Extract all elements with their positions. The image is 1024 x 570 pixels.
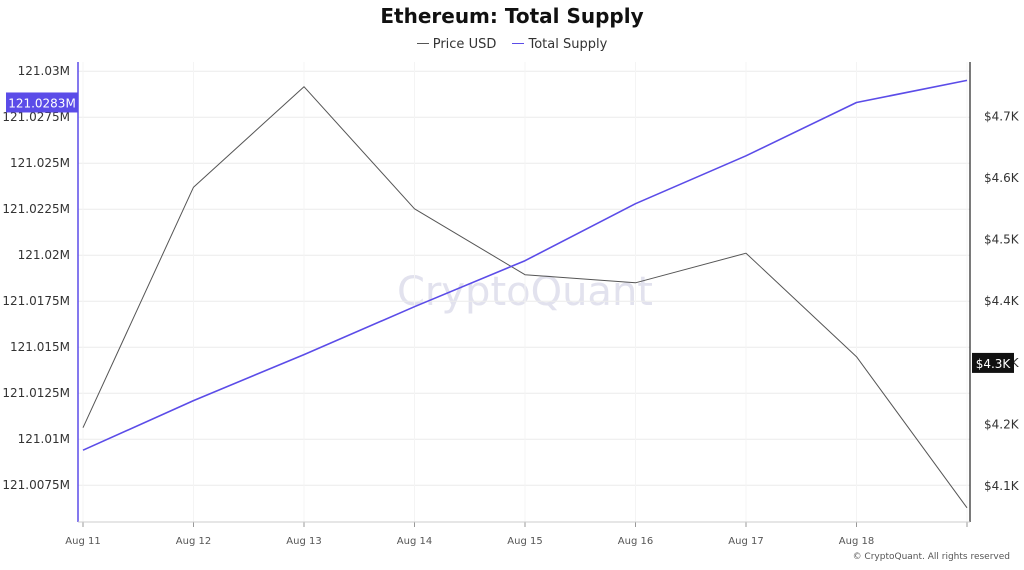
series-line-price	[82, 86, 968, 509]
y-left-tick-label: 121.0275M	[2, 110, 70, 124]
y-left-tick-label: 121.0125M	[2, 386, 70, 400]
y-right-tick-label: $4.6K	[984, 171, 1020, 185]
y-left-tick-label: 121.015M	[10, 340, 70, 354]
footer-credit: © CryptoQuant. All rights reserved	[852, 552, 1010, 562]
x-tick-label: Aug 14	[397, 536, 432, 547]
y-right-tick-label: $4.2K	[984, 418, 1020, 432]
x-tick-label: Aug 13	[286, 536, 321, 547]
series-layer	[82, 79, 968, 509]
chart-title: Ethereum: Total Supply	[380, 4, 644, 28]
current-price-label: $4.3K	[976, 357, 1012, 371]
x-tick-label: Aug 17	[728, 536, 763, 547]
y-left-tick-label: 121.0175M	[2, 294, 70, 308]
current-supply-badge	[6, 92, 78, 113]
y-left-tick-label: 121.025M	[10, 156, 70, 170]
grid-layer	[78, 62, 970, 522]
x-tick-label: Aug 16	[618, 536, 653, 547]
current-price-badge	[972, 352, 1014, 373]
legend-item-supply[interactable]: Total Supply	[512, 37, 607, 52]
x-tick-label: Aug 12	[176, 536, 211, 547]
legend-label-price: Price USD	[432, 37, 497, 52]
legend-swatch-supply	[512, 43, 525, 44]
y-left-tick-label: 121.01M	[18, 432, 70, 446]
x-tick-label: Aug 15	[507, 536, 542, 547]
y-left-tick-label: 121.03M	[18, 64, 70, 78]
y-right-tick-label: $4.5K	[984, 233, 1020, 247]
legend-label-supply: Total Supply	[528, 37, 608, 52]
x-tick-label: Aug 18	[839, 536, 874, 547]
label-layer: 121.0283M $4.3K	[6, 92, 1014, 373]
y-left-tick-label: 121.0225M	[2, 202, 70, 216]
y-right-tick-label: $4.4K	[984, 294, 1020, 308]
current-supply-label: 121.0283M	[8, 96, 76, 110]
y-left-tick-label: 121.02M	[18, 248, 70, 262]
legend-swatch-price	[416, 43, 429, 44]
y-left-tick-label: 121.0075M	[2, 478, 70, 492]
legend-item-price[interactable]: Price USD	[416, 37, 497, 52]
x-tick-label: Aug 11	[65, 536, 100, 547]
y-right-tick-label: $4.7K	[984, 109, 1020, 123]
y-right-tick-label: $4.1K	[984, 479, 1020, 493]
series-line-supply	[82, 79, 968, 451]
legend: Price USD Total Supply	[0, 37, 1024, 52]
